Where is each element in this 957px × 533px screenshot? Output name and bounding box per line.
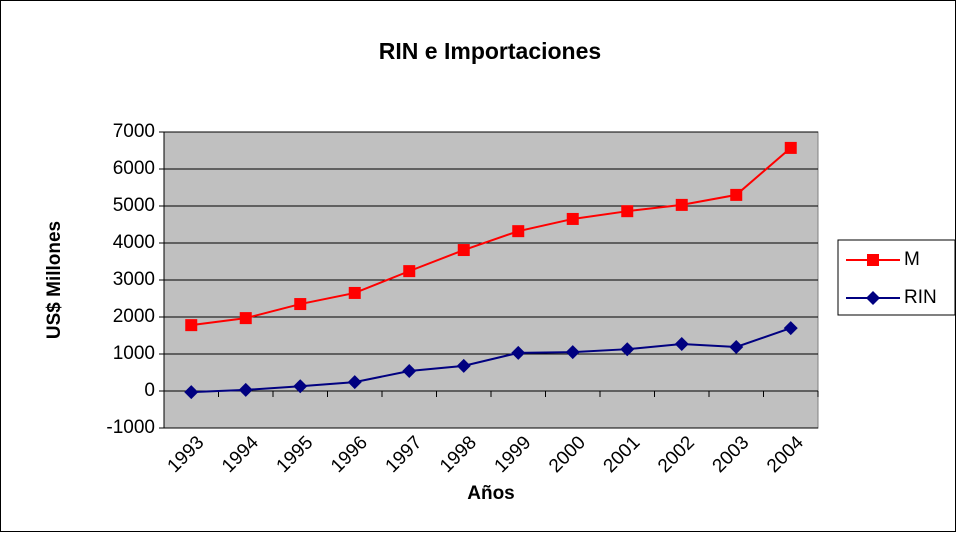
y-tick-label: 2000 bbox=[113, 306, 155, 327]
legend-label: M bbox=[904, 249, 920, 270]
marker bbox=[294, 298, 307, 311]
y-tick-label: 3000 bbox=[113, 269, 155, 290]
marker bbox=[730, 188, 743, 201]
marker bbox=[511, 345, 526, 360]
marker bbox=[403, 265, 416, 278]
y-tick-label: -1000 bbox=[106, 417, 155, 438]
y-tick-label: 4000 bbox=[113, 232, 155, 253]
y-tick-label: 7000 bbox=[113, 121, 155, 142]
marker bbox=[348, 286, 361, 299]
marker bbox=[238, 382, 253, 397]
marker bbox=[512, 225, 525, 238]
marker bbox=[784, 141, 797, 154]
marker bbox=[185, 319, 198, 332]
legend-marker bbox=[866, 291, 880, 305]
chart-title: RIN e Importaciones bbox=[379, 38, 601, 64]
marker bbox=[239, 312, 252, 325]
y-tick-label: 0 bbox=[144, 380, 155, 401]
marker bbox=[402, 364, 417, 379]
marker bbox=[674, 337, 689, 352]
y-tick-label: 5000 bbox=[113, 195, 155, 216]
marker bbox=[347, 375, 362, 390]
marker bbox=[783, 321, 798, 336]
marker bbox=[457, 244, 470, 257]
y-tick-label: 6000 bbox=[113, 158, 155, 179]
series-line bbox=[191, 327, 792, 394]
marker bbox=[565, 345, 580, 360]
legend: M RIN bbox=[837, 239, 956, 316]
marker bbox=[729, 339, 744, 354]
series-line bbox=[191, 147, 792, 327]
marker bbox=[620, 342, 635, 357]
marker bbox=[456, 358, 471, 373]
legend-box bbox=[837, 239, 956, 316]
marker bbox=[293, 379, 308, 394]
y-axis-title: US$ Millones bbox=[44, 221, 65, 339]
marker bbox=[675, 198, 688, 211]
legend-label: RIN bbox=[904, 287, 937, 308]
legend-marker bbox=[867, 254, 879, 266]
marker bbox=[184, 385, 199, 400]
marker bbox=[566, 212, 579, 225]
y-tick-label: 1000 bbox=[113, 343, 155, 364]
marker bbox=[621, 205, 634, 218]
x-axis-title: Años bbox=[467, 483, 515, 504]
